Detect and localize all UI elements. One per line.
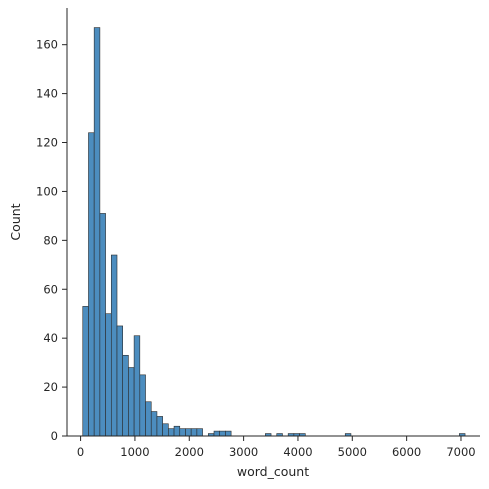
histogram-bar-10	[139, 374, 146, 437]
histogram-bar-17	[179, 428, 186, 437]
x-tick-label: 5000	[338, 445, 367, 459]
histogram-bar-7	[122, 354, 129, 437]
histogram-bar-2	[93, 27, 101, 437]
histogram-bar-18	[185, 428, 192, 437]
y-tick-label: 160	[36, 38, 58, 52]
y-axis-ticks: 0 20 40 60 80 100 120 140 160	[36, 38, 67, 443]
histogram-bar-3	[99, 213, 106, 437]
y-tick-label: 100	[36, 184, 58, 198]
x-tick-label: 0	[77, 445, 84, 459]
histogram-bar-24	[225, 430, 232, 437]
x-tick-label: 4000	[283, 445, 312, 459]
y-tick-label: 140	[36, 87, 58, 101]
x-tick-label: 2000	[175, 445, 204, 459]
histogram-bar-20	[196, 428, 203, 437]
histogram-bar-22	[213, 430, 221, 437]
histogram-bar-6	[116, 325, 123, 437]
y-tick-label: 0	[51, 429, 58, 443]
y-axis-title: Count	[8, 203, 23, 240]
y-tick-label: 20	[43, 380, 58, 394]
x-axis-title: word_count	[237, 464, 309, 479]
histogram-bar-1	[88, 132, 95, 437]
x-tick-label: 1000	[120, 445, 149, 459]
histogram-bar-5	[110, 254, 118, 437]
histogram-bars	[82, 27, 466, 437]
histogram-bar-9	[133, 335, 141, 437]
histogram-bar-4	[105, 313, 112, 437]
y-tick-label: 40	[43, 331, 58, 345]
histogram-bar-13	[156, 416, 163, 437]
histogram-bar-11	[145, 401, 152, 437]
histogram-bar-16	[173, 425, 181, 437]
histogram-bar-8	[128, 367, 135, 437]
histogram-bar-23	[219, 430, 226, 437]
x-tick-label: 3000	[229, 445, 258, 459]
x-axis-ticks: 0 1000 2000 3000 4000 5000 6000 7000	[77, 436, 476, 459]
x-tick-label: 6000	[392, 445, 421, 459]
histogram-bar-14	[162, 423, 169, 437]
y-tick-label: 120	[36, 136, 58, 150]
y-tick-label: 80	[43, 233, 58, 247]
histogram-bar-15	[168, 428, 175, 437]
y-tick-label: 60	[43, 282, 58, 296]
histogram-bar-0	[82, 306, 89, 437]
x-tick-label: 7000	[446, 445, 475, 459]
histogram-bar-12	[150, 411, 158, 437]
histogram-bar-19	[190, 428, 198, 437]
